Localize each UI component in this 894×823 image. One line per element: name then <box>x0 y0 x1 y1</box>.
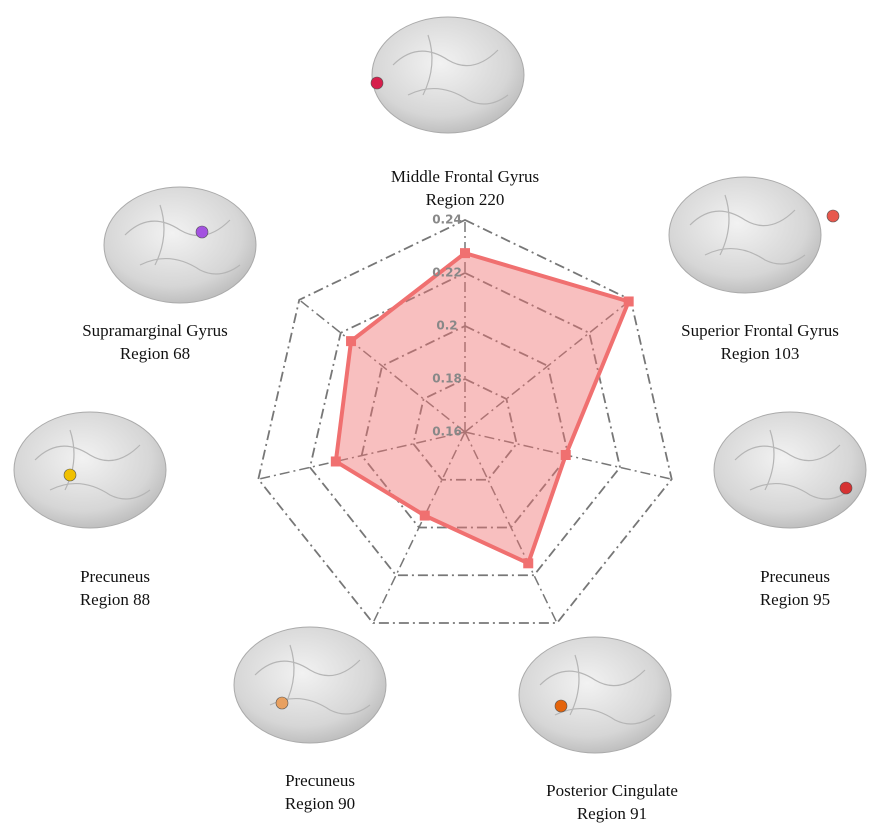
region-dot <box>555 700 567 712</box>
region-label: Region 91 <box>577 804 647 823</box>
data-area <box>336 253 629 563</box>
region-dot <box>827 210 839 222</box>
brain <box>372 17 524 133</box>
r-tick-label: 0.2 <box>436 319 457 333</box>
data-point <box>624 296 634 306</box>
category-label: Posterior Cingulate <box>546 781 678 800</box>
data-point <box>523 558 533 568</box>
brain <box>104 187 256 303</box>
category-label: Precuneus <box>760 567 830 586</box>
region-label: Region 220 <box>426 190 505 209</box>
region-dot <box>196 226 208 238</box>
region-dot <box>64 469 76 481</box>
region-label: Region 95 <box>760 590 830 609</box>
brain <box>519 637 671 753</box>
region-dot <box>840 482 852 494</box>
data-point <box>561 450 571 460</box>
data-point <box>460 248 470 258</box>
data-point <box>331 456 341 466</box>
region-label: Region 90 <box>285 794 355 813</box>
category-label: Precuneus <box>80 567 150 586</box>
region-label: Region 103 <box>721 344 800 363</box>
brain <box>669 177 821 293</box>
category-label: Supramarginal Gyrus <box>82 321 228 340</box>
region-label: Region 68 <box>120 344 190 363</box>
r-tick-label: 0.24 <box>432 213 462 227</box>
data-point <box>420 511 430 521</box>
r-tick-label: 0.18 <box>432 372 462 386</box>
r-tick-label: 0.22 <box>432 266 462 280</box>
brain <box>234 627 386 743</box>
brain <box>714 412 866 528</box>
brain <box>14 412 166 528</box>
r-tick-label: 0.16 <box>432 425 462 439</box>
category-label: Superior Frontal Gyrus <box>681 321 839 340</box>
region-dot <box>371 77 383 89</box>
region-label: Region 88 <box>80 590 150 609</box>
chart: Middle Frontal Gyrus Region 220 Superior F… <box>0 0 894 823</box>
category-label: Precuneus <box>285 771 355 790</box>
category-label: Middle Frontal Gyrus <box>391 167 539 186</box>
region-dot <box>276 697 288 709</box>
data-point <box>346 336 356 346</box>
